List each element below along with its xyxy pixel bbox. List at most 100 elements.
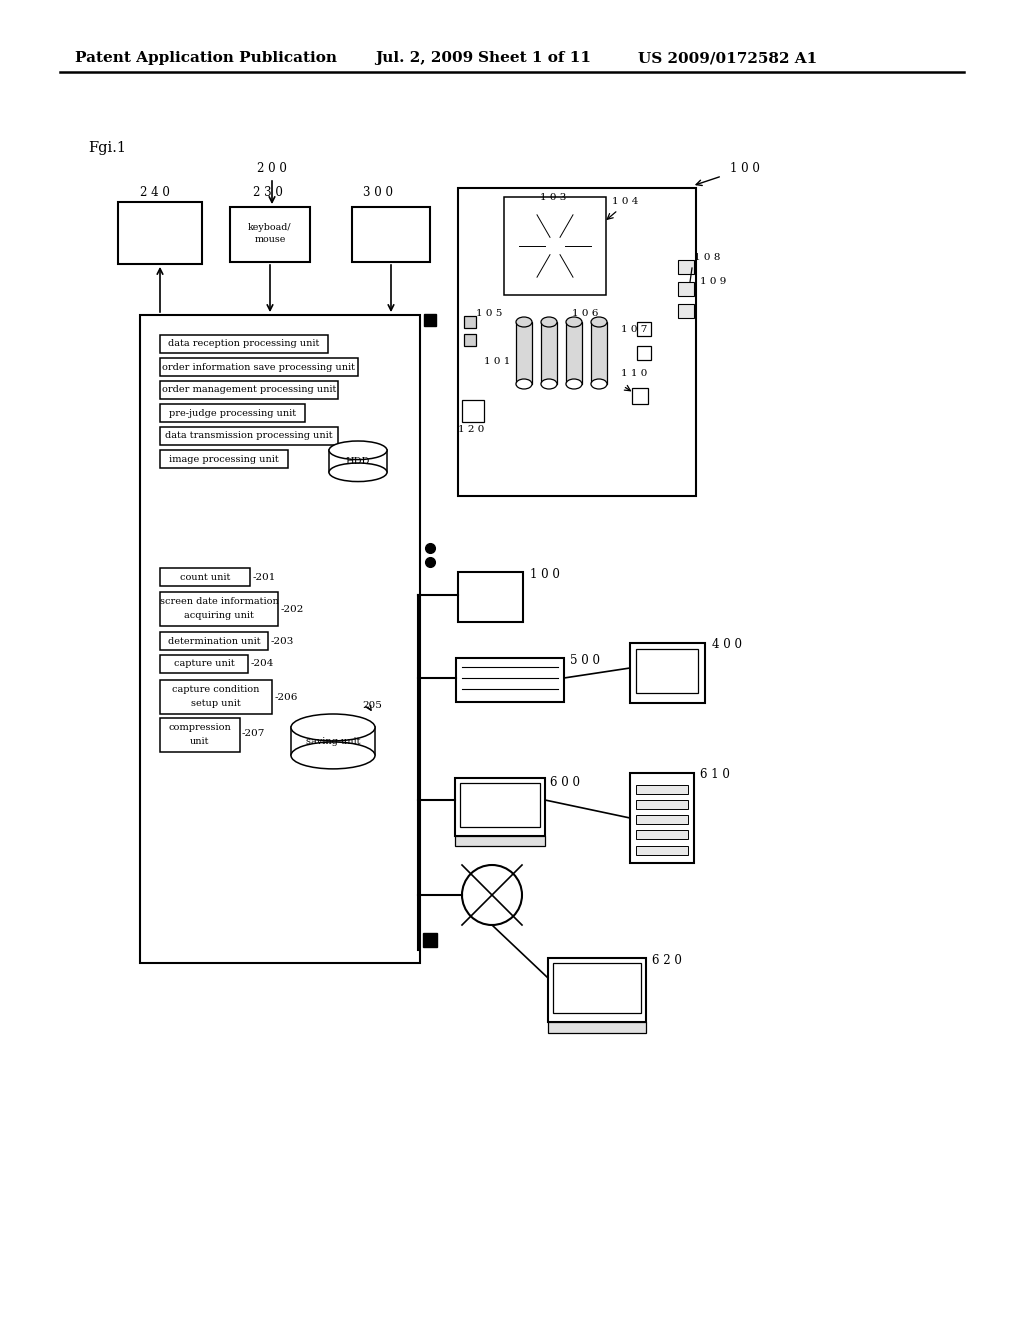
Text: Fgi.1: Fgi.1 [88,141,126,154]
Text: 2 4 0: 2 4 0 [140,186,170,199]
Bar [140,315,420,964]
Bar [458,572,523,622]
Bar [160,335,328,352]
Text: 3 0 0: 3 0 0 [362,186,393,199]
Text: 1 0 0: 1 0 0 [530,569,560,582]
Text: screen date information: screen date information [160,598,279,606]
Bar [463,304,662,475]
Bar [352,207,430,261]
Bar [456,657,564,702]
Bar [458,187,696,496]
Bar [455,836,545,846]
Bar [160,404,305,422]
Text: 1 0 9: 1 0 9 [700,277,726,286]
Text: 1 0 6: 1 0 6 [572,309,598,318]
Ellipse shape [329,441,387,459]
Text: 6 1 0: 6 1 0 [700,768,730,781]
Text: 1 0 1: 1 0 1 [484,358,510,367]
Bar [591,322,607,384]
Text: setup unit: setup unit [191,700,241,709]
Text: 205: 205 [362,701,382,710]
Bar [291,727,375,755]
Text: Jul. 2, 2009: Jul. 2, 2009 [375,51,473,65]
Ellipse shape [566,317,582,327]
Bar [160,568,250,586]
Bar [160,591,278,626]
Bar [160,632,268,649]
Bar [460,783,540,828]
Bar [632,388,648,404]
Bar [160,358,358,376]
Ellipse shape [566,379,582,389]
Bar [462,400,484,422]
Text: 1 2 0: 1 2 0 [458,425,484,434]
Ellipse shape [591,379,607,389]
Bar [637,322,651,337]
Text: 1 0 8: 1 0 8 [694,253,720,263]
Text: 1 0 3: 1 0 3 [540,194,566,202]
Text: 1 0 7: 1 0 7 [621,326,647,334]
Text: 1 0 5: 1 0 5 [476,309,503,318]
Text: 1 0 0: 1 0 0 [730,161,760,174]
Bar [637,346,651,360]
Bar [230,207,310,261]
Bar [553,964,641,1012]
Text: count unit: count unit [180,573,230,582]
Bar [541,322,557,384]
Text: 6 2 0: 6 2 0 [652,953,682,966]
Bar [160,381,338,399]
Text: data transmission processing unit: data transmission processing unit [165,432,333,441]
Bar [455,777,545,836]
Ellipse shape [516,379,532,389]
Ellipse shape [591,317,607,327]
Text: 1 1 0: 1 1 0 [621,370,647,379]
Text: unit: unit [190,737,210,746]
Text: saving unit: saving unit [306,737,360,746]
Bar [630,774,694,863]
Ellipse shape [541,317,557,327]
Bar [464,334,476,346]
Bar [160,680,272,714]
Bar [160,426,338,445]
Bar [636,830,688,840]
Text: -204: -204 [251,660,274,668]
Ellipse shape [291,714,375,741]
Text: pre-judge processing unit: pre-judge processing unit [169,408,296,417]
Text: determination unit: determination unit [168,636,260,645]
Text: US 2009/0172582 A1: US 2009/0172582 A1 [638,51,817,65]
Bar [678,304,694,318]
Bar [678,260,694,275]
Bar [636,846,688,855]
Text: order information save processing unit: order information save processing unit [163,363,355,371]
Text: compression: compression [169,723,231,733]
Text: -202: -202 [281,605,304,614]
Bar [152,325,410,546]
Bar [566,322,582,384]
Text: 5 0 0: 5 0 0 [570,653,600,667]
Text: capture unit: capture unit [174,660,234,668]
Ellipse shape [291,742,375,768]
Bar [636,785,688,795]
Text: HDD: HDD [346,457,371,466]
Text: 6 0 0: 6 0 0 [550,776,580,788]
Bar [636,814,688,824]
Text: mouse: mouse [254,235,286,244]
Bar [548,958,646,1022]
Text: -207: -207 [242,729,265,738]
Bar [516,322,532,384]
Text: Patent Application Publication: Patent Application Publication [75,51,337,65]
Text: -206: -206 [275,693,298,701]
Bar [678,282,694,296]
Ellipse shape [516,317,532,327]
Bar [160,655,248,673]
Bar [504,197,606,294]
Bar [152,558,410,785]
Bar [118,202,202,264]
Ellipse shape [541,379,557,389]
Text: 2 0 0: 2 0 0 [257,161,287,174]
Text: 2 3 0: 2 3 0 [253,186,283,199]
Text: acquiring unit: acquiring unit [184,611,254,620]
Bar [464,315,476,327]
Text: order management processing unit: order management processing unit [162,385,336,395]
Text: 4 0 0: 4 0 0 [712,639,742,652]
